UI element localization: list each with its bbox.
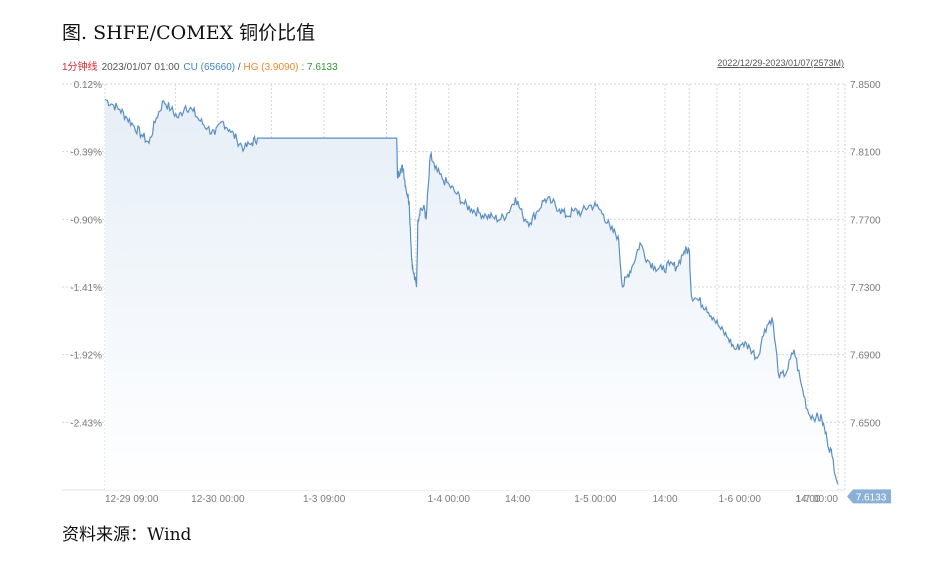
- source-note: 资料来源：Wind: [62, 525, 192, 545]
- x-tick-label: 12-30 00:00: [191, 494, 245, 505]
- x-tick-label: 14:00: [795, 494, 820, 505]
- figure-title: 图. SHFE/COMEX 铜价比值: [62, 22, 316, 44]
- x-tick-label: 1-4 00:00: [428, 494, 471, 505]
- last-value-badge: [847, 489, 891, 504]
- cu-quote: CU (65660): [183, 62, 236, 73]
- series-area-fill: [105, 99, 838, 490]
- y-left-tick-label: -1.41%: [70, 283, 102, 294]
- x-tick-label: 12-29 09:00: [105, 494, 159, 505]
- y-left-tick-label: -0.39%: [70, 148, 102, 159]
- y-right-tick-label: 7.8100: [850, 148, 881, 159]
- hg-quote: HG (3.9090): [243, 62, 299, 73]
- y-right-tick-label: 7.8500: [850, 80, 881, 91]
- series-line: [104, 98, 839, 485]
- y-right-tick-label: 7.6900: [850, 351, 881, 362]
- quote-datetime: 2023/01/07 01:00: [101, 62, 180, 73]
- y-left-tick-label: -2.43%: [70, 418, 102, 429]
- x-tick-label: 14:00: [652, 494, 677, 505]
- y-right-tick-label: 7.7700: [850, 215, 881, 226]
- y-left-tick-label: -1.92%: [70, 351, 102, 362]
- ratio-quote: : 7.6133: [301, 62, 338, 73]
- period-label[interactable]: 1分钟线: [62, 62, 98, 73]
- y-right-tick-label: 7.6500: [850, 418, 881, 429]
- x-tick-label: 1-3 09:00: [303, 494, 346, 505]
- x-tick-label: 14:00: [505, 494, 530, 505]
- y-right-tick-label: 7.7300: [850, 283, 881, 294]
- date-range-link[interactable]: 2022/12/29-2023/01/07(2573M): [717, 58, 844, 68]
- y-left-tick-label: -0.90%: [70, 215, 102, 226]
- quote-info-bar: 1分钟线 2023/01/07 01:00 CU (65660) / HG (3.9…: [62, 58, 338, 73]
- x-tick-label: 1-5 00:00: [574, 494, 617, 505]
- quote-separator: /: [235, 62, 244, 73]
- x-tick-label: 1-6 00:00: [719, 494, 762, 505]
- last-value-label: 7.6133: [856, 492, 887, 503]
- x-tick-label: 1-7 00:00: [796, 494, 839, 505]
- y-left-tick-label: 0.12%: [74, 80, 102, 91]
